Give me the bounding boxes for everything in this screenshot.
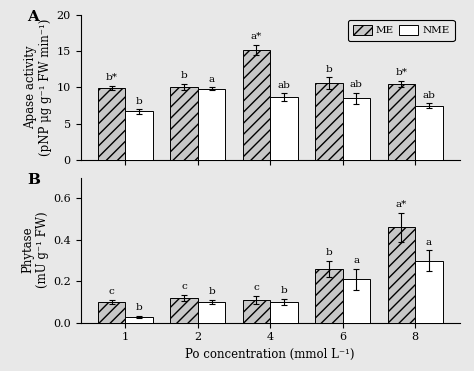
Bar [315,83,343,160]
Bar [170,298,198,323]
X-axis label: Po concentration (mmol L⁻¹): Po concentration (mmol L⁻¹) [185,348,355,361]
Text: a*: a* [396,200,407,209]
Y-axis label: Phytase
(mU g⁻¹ FW): Phytase (mU g⁻¹ FW) [21,212,49,289]
Text: b*: b* [395,68,407,77]
Bar [270,97,298,160]
Bar [125,316,153,323]
Bar [270,302,298,323]
Text: c: c [254,283,259,292]
Text: ab: ab [350,80,363,89]
Bar [170,87,198,160]
Bar [388,84,415,160]
Text: ab: ab [277,81,291,90]
Bar [198,89,225,160]
Bar [343,98,370,160]
Text: b*: b* [106,73,118,82]
Text: a: a [353,256,359,265]
Text: a*: a* [251,32,262,41]
Bar [343,279,370,323]
Text: A: A [27,10,39,24]
Bar [243,300,270,323]
Bar [315,269,343,323]
Text: c: c [109,287,114,296]
Text: a: a [209,75,215,84]
Bar [388,227,415,323]
Text: c: c [181,282,187,291]
Text: b: b [326,65,332,74]
Text: b: b [136,303,143,312]
Text: b: b [181,71,187,80]
Y-axis label: Apase activity
(pNP μg g⁻¹ FW min⁻¹): Apase activity (pNP μg g⁻¹ FW min⁻¹) [25,19,53,156]
Bar [415,106,443,160]
Bar [98,88,125,160]
Text: b: b [208,287,215,296]
Legend: ME, NME: ME, NME [348,20,455,41]
Text: a: a [426,237,432,246]
Text: b: b [136,96,143,106]
Text: b: b [326,248,332,257]
Bar [415,260,443,323]
Text: ab: ab [422,91,435,100]
Bar [243,50,270,160]
Bar [98,302,125,323]
Text: B: B [27,173,40,187]
Bar [198,302,225,323]
Text: b: b [281,286,287,295]
Bar [125,111,153,160]
